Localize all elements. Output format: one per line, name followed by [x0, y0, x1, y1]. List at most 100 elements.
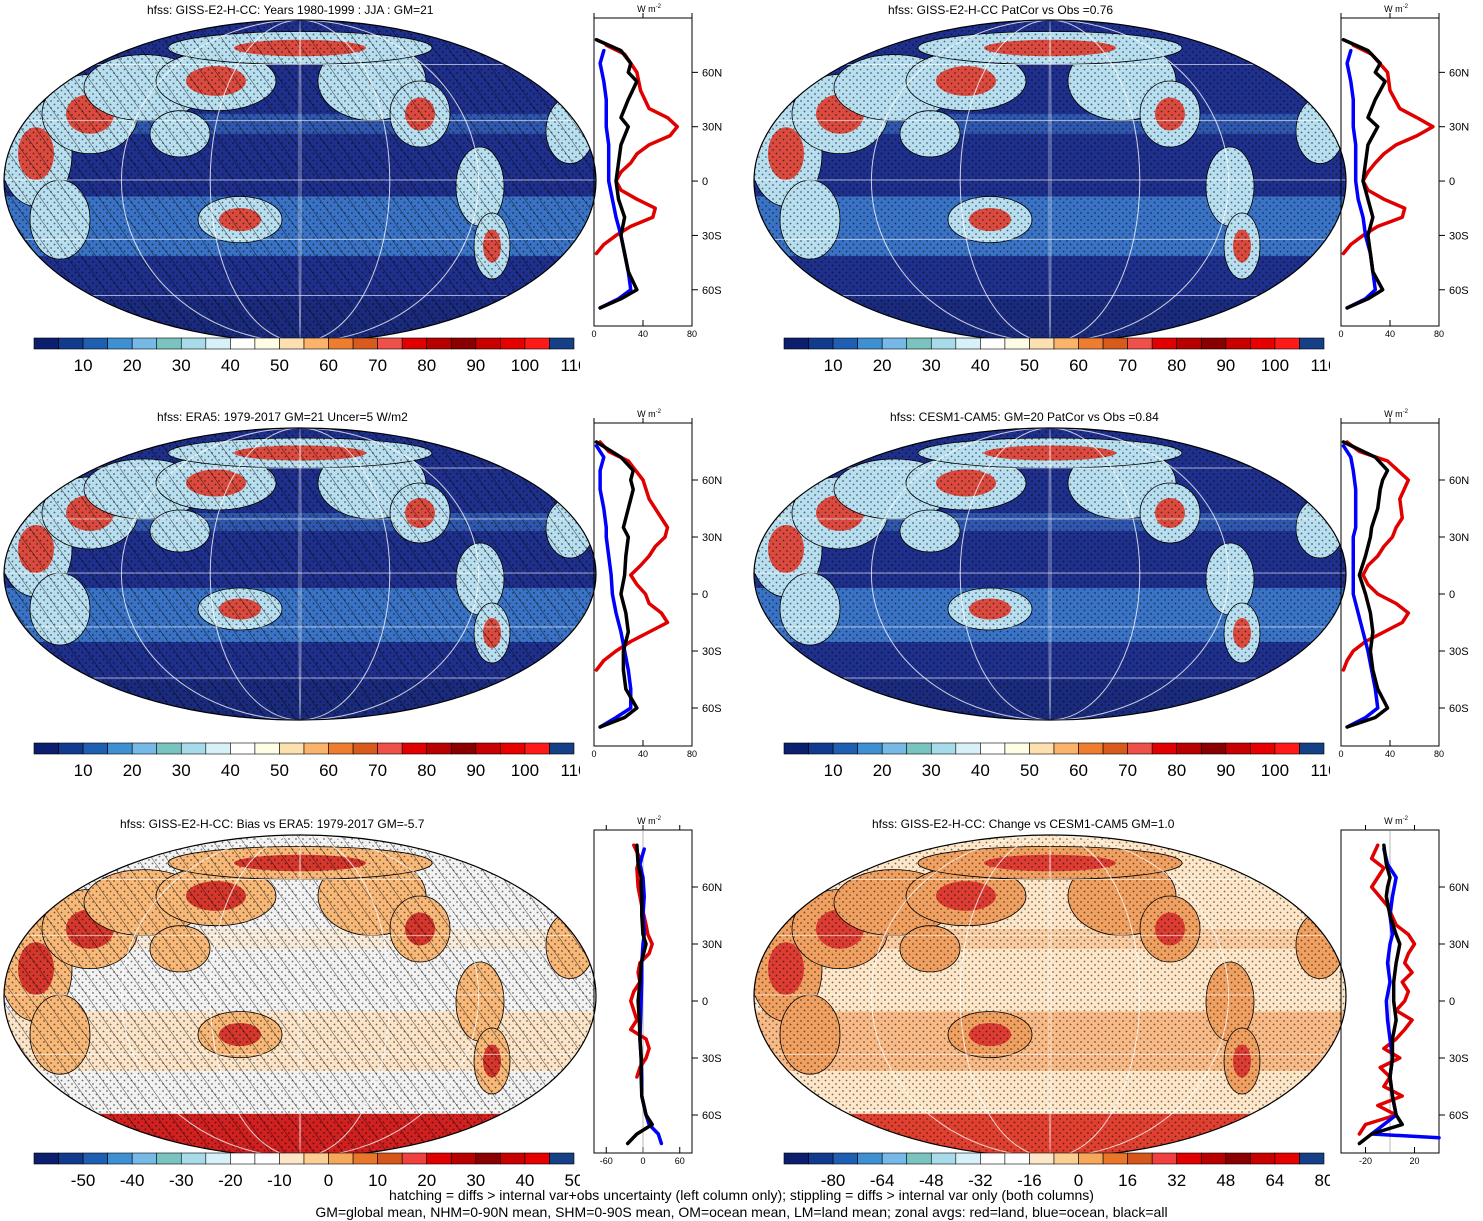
colorbar-label: 110 [560, 356, 580, 375]
colorbar-box [524, 742, 550, 755]
colorbar-label: 10 [824, 356, 843, 375]
colorbar-box [58, 337, 84, 350]
zonal-unit-label: W m-2 [637, 816, 661, 826]
colorbar-label: 60 [1069, 761, 1088, 780]
colorbar-box [426, 1152, 452, 1165]
x-tick-label: 40 [1385, 329, 1395, 339]
colorbar-box [1102, 337, 1128, 350]
colorbar-label: 40 [221, 356, 240, 375]
colorbar-box [1176, 1152, 1202, 1165]
colorbar-box [783, 1152, 809, 1165]
colorbar-box [377, 337, 403, 350]
colorbar-box [328, 742, 354, 755]
colorbar-box [205, 337, 231, 350]
map-3 [3, 427, 597, 721]
colorbar-5: -50 -40 -30 -20 -10 0 10 20 30 40 50 [33, 1152, 580, 1190]
zonal-series-ocean [598, 48, 633, 310]
colorbar-box [1127, 337, 1153, 350]
panel-title: hfss: GISS-E2-H-CC: Years 1980-1999 : JJ… [147, 3, 434, 17]
colorbar-box [1151, 1152, 1178, 1165]
colorbar-label: -32 [968, 1171, 993, 1190]
colorbar-box [524, 337, 550, 350]
colorbar-box [980, 742, 1006, 755]
y-tick-label: 30S [1449, 646, 1469, 658]
colorbar-label: 10 [368, 1171, 387, 1190]
zonal-unit-label: W m-2 [637, 4, 661, 14]
map-4 [753, 427, 1347, 721]
colorbar-box [549, 1152, 575, 1165]
panel-4: hfss: CESM1-CAM5: GM=20 PatCor vs Obs =0… [742, 405, 1482, 785]
colorbar-box [832, 1152, 858, 1165]
colorbar-label: 20 [123, 761, 142, 780]
colorbar-box [832, 337, 858, 350]
colorbar-box [1274, 742, 1300, 755]
y-tick-label: 60S [1449, 1110, 1469, 1122]
colorbar-box [1200, 1152, 1227, 1165]
colorbar-box [1004, 742, 1030, 755]
zonal-series-ocean [594, 444, 633, 729]
colorbar-box [549, 337, 575, 350]
colorbar-box [230, 1152, 256, 1165]
colorbar-box [33, 337, 59, 350]
colorbar-label: -20 [218, 1171, 243, 1190]
y-tick-label: 30S [702, 1053, 722, 1065]
y-tick-label: 30S [702, 646, 722, 658]
colorbar-box [426, 337, 452, 350]
zonal-series-land [1341, 43, 1435, 256]
colorbar-label: 80 [417, 761, 436, 780]
panel-2: hfss: GISS-E2-H-CC PatCor vs Obs =0.76 W… [742, 0, 1482, 380]
colorbar-box [1299, 1152, 1325, 1165]
colorbar-box [279, 337, 305, 350]
colorbar-box [1102, 1152, 1128, 1165]
colorbar-box [906, 337, 932, 350]
colorbar-label: 70 [368, 356, 387, 375]
colorbar-box [131, 1152, 158, 1165]
x-tick-label: 0 [640, 1156, 645, 1166]
colorbar-box [180, 337, 207, 350]
y-tick-label: 60N [702, 882, 722, 894]
y-tick-label: 60S [702, 285, 722, 297]
colorbar-box [500, 1152, 526, 1165]
colorbar-label: 20 [123, 356, 142, 375]
colorbar-box [303, 1152, 329, 1165]
x-tick-label: 0 [591, 329, 596, 339]
y-tick-label: 30N [1449, 939, 1469, 951]
colorbar-box [279, 1152, 305, 1165]
colorbar-label: 20 [417, 1171, 436, 1190]
colorbar-box [33, 742, 59, 755]
colorbar-label: 110 [560, 761, 580, 780]
colorbar-box [1127, 742, 1153, 755]
colorbar-3: 10 20 30 40 50 60 70 80 90 100 110 [33, 742, 580, 780]
colorbar-box [401, 742, 428, 755]
colorbar-box [1004, 337, 1030, 350]
colorbar-box [58, 742, 84, 755]
y-tick-label: 0 [702, 589, 708, 601]
colorbar-label: 100 [511, 761, 539, 780]
colorbar-label: 16 [1118, 1171, 1137, 1190]
colorbar-box [1151, 337, 1178, 350]
y-tick-label: 60N [1449, 882, 1469, 894]
colorbar-label: 80 [1167, 761, 1186, 780]
colorbar-label: 40 [971, 356, 990, 375]
zonal-series-land [1341, 440, 1411, 672]
colorbar-box [131, 742, 158, 755]
y-tick-label: 60N [1449, 67, 1469, 79]
colorbar-label: 70 [1118, 356, 1137, 375]
colorbar-label: 60 [319, 761, 338, 780]
colorbar-box [808, 337, 834, 350]
y-tick-label: 60S [702, 1110, 722, 1122]
colorbar-label: -40 [120, 1171, 145, 1190]
colorbar-box [906, 1152, 932, 1165]
colorbar-box [254, 742, 280, 755]
colorbar-box [156, 742, 182, 755]
colorbar-box [352, 742, 378, 755]
colorbar-box [808, 1152, 834, 1165]
colorbar-box [906, 742, 932, 755]
colorbar-box [303, 742, 329, 755]
zonal-profile-2: W m-2 0 40 80 60N 30N 0 30S 60S [1338, 4, 1469, 339]
colorbar-label: 50 [270, 356, 289, 375]
zonal-unit-label: W m-2 [637, 409, 661, 419]
colorbar-box [156, 337, 182, 350]
colorbar-box [549, 742, 575, 755]
colorbar-box [1029, 337, 1055, 350]
